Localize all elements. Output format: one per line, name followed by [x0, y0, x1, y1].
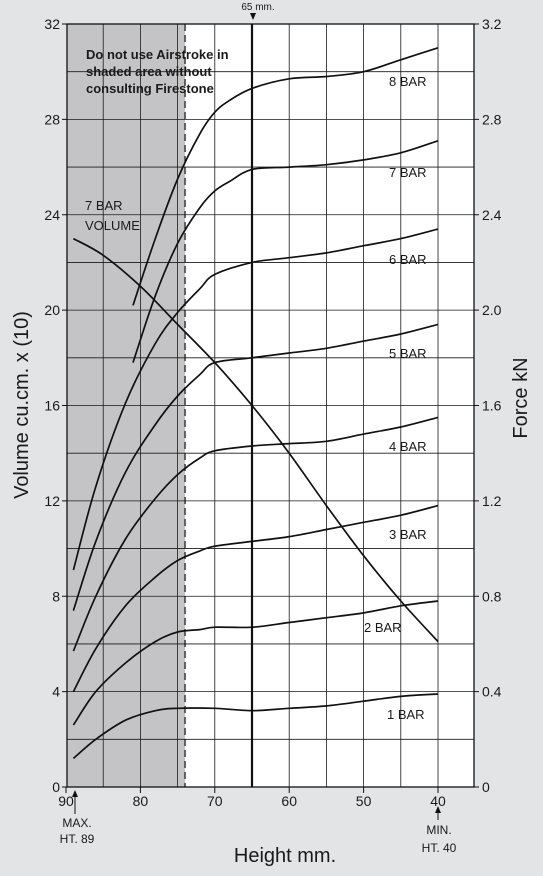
series-label: 5 BAR — [389, 346, 427, 361]
volume-label-line: VOLUME — [85, 218, 140, 233]
x-tick-label: 60 — [281, 793, 297, 809]
series-line-8-bar — [132, 46, 439, 306]
x-tick-labels: 90 80 70 60 50 40 — [58, 793, 446, 809]
reference-line-label: 65 mm. — [241, 2, 274, 13]
min-height-marker: MIN. HT. 40 — [422, 806, 457, 855]
x-tick-label: 40 — [430, 793, 446, 809]
series-labels: 8 BAR 7 BAR 6 BAR 5 BAR 4 BAR 3 BAR 2 BA… — [85, 74, 427, 722]
y-right-tick-label: 2.4 — [482, 207, 502, 223]
y-left-tick-label: 32 — [44, 16, 60, 32]
series-label: 2 BAR — [364, 620, 402, 635]
series-line-3-bar — [72, 504, 439, 693]
y-right-tick-label: 1.2 — [482, 493, 502, 509]
series-line-6-bar — [72, 228, 439, 571]
shaded-note-line: Do not use Airstroke in — [86, 47, 229, 62]
plot-frame — [66, 23, 475, 788]
shaded-note: Do not use Airstroke in shaded area with… — [86, 47, 229, 96]
y-left-tick-labels: 0 4 8 12 16 20 24 28 32 — [44, 16, 60, 795]
y-right-tick-label: 1.6 — [482, 398, 502, 414]
series-line-7-bar-volume — [72, 237, 439, 643]
series-label: 3 BAR — [389, 527, 427, 542]
x-axis-title: Height mm. — [234, 845, 336, 867]
curves — [72, 46, 439, 760]
y-left-tick-label: 16 — [44, 398, 60, 414]
y-right-tick-label: 2.8 — [482, 111, 502, 127]
max-height-label: HT. 89 — [60, 832, 95, 846]
series-label: 1 BAR — [387, 707, 425, 722]
shaded-note-line: consulting Firestone — [86, 81, 214, 96]
y-left-tick-label: 4 — [52, 684, 60, 700]
min-height-label: MIN. — [426, 823, 451, 837]
y-right-tick-label: 0 — [482, 779, 490, 795]
min-height-arrow-icon — [435, 806, 441, 813]
y-left-tick-label: 0 — [52, 779, 60, 795]
shaded-note-line: shaded area without — [86, 64, 212, 79]
max-height-marker: MAX. HT. 89 — [60, 790, 95, 846]
series-line-7-bar — [132, 139, 439, 363]
series-label: 6 BAR — [389, 252, 427, 267]
reference-arrow-icon — [250, 13, 256, 20]
y-left-axis-title: Volume cu.cm. x (10) — [11, 311, 33, 499]
y-right-tick-label: 0.8 — [482, 588, 502, 604]
y-right-tick-label: 3.2 — [482, 16, 502, 32]
y-right-tick-label: 0.4 — [482, 684, 502, 700]
max-height-label: MAX. — [62, 816, 91, 830]
y-right-tick-labels: 0 0.4 0.8 1.2 1.6 2.0 2.4 2.8 3.2 — [482, 16, 502, 795]
y-left-tick-label: 28 — [44, 111, 60, 127]
y-left-tick-label: 20 — [44, 302, 60, 318]
series-line-2-bar — [72, 600, 439, 726]
series-label: 8 BAR — [389, 74, 427, 89]
series-label: 4 BAR — [389, 439, 427, 454]
y-left-tick-label: 12 — [44, 493, 60, 509]
min-height-label: HT. 40 — [422, 841, 457, 855]
volume-label-line: 7 BAR — [85, 198, 123, 213]
y-left-tick-label: 8 — [52, 588, 60, 604]
series-label: 7 BAR — [389, 165, 427, 180]
max-height-arrow-icon — [72, 790, 78, 797]
series-line-4-bar — [72, 416, 439, 652]
x-tick-label: 70 — [207, 793, 223, 809]
y-right-tick-label: 2.0 — [482, 302, 502, 318]
y-right-axis-title: Force kN — [510, 357, 532, 438]
x-tick-label: 50 — [356, 793, 372, 809]
y-left-tick-label: 24 — [44, 207, 60, 223]
x-tick-label: 80 — [133, 793, 149, 809]
series-line-1-bar — [72, 693, 439, 760]
x-tick-label: 90 — [58, 793, 74, 809]
